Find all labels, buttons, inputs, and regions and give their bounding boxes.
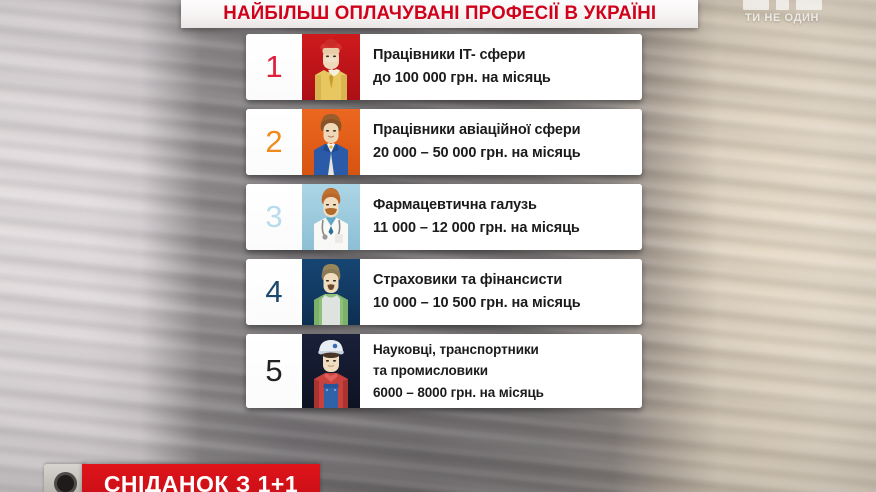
channel-logo-blocks-icon	[720, 0, 844, 10]
job-salary: 20 000 – 50 000 грн. на місяць	[373, 145, 581, 161]
job-info: Працівники авіаційної сфери 20 000 – 50 …	[360, 109, 642, 175]
job-salary: до 100 000 грн. на місяць	[373, 70, 551, 86]
program-badge-icon	[44, 464, 86, 492]
job-info: Працівники IT- сфери до 100 000 грн. на …	[360, 34, 642, 100]
job-salary: 10 000 – 10 500 грн. на місяць	[373, 295, 581, 311]
avatar-insurer-financier	[302, 259, 360, 325]
job-title: Фармацевтична галузь	[373, 197, 537, 214]
rank-number: 5	[246, 334, 302, 408]
ranking-card: 1	[246, 34, 642, 100]
channel-logo: ТИ НЕ ОДИН	[720, 0, 844, 28]
ranking-card: 2	[246, 109, 642, 175]
job-title: Страховики та фінансисти	[373, 272, 563, 289]
rank-number: 1	[246, 34, 302, 100]
title-text: НАЙБІЛЬШ ОПЛАЧУВАНІ ПРОФЕСІЇ В УКРАЇНІ	[222, 3, 657, 24]
avatar-aviation-worker	[302, 109, 360, 175]
job-salary: 6000 – 8000 грн. на місяць	[373, 384, 544, 400]
job-title: Науковці, транспортники	[373, 342, 539, 358]
job-title-continued: та промисловики	[373, 363, 488, 379]
rank-number: 3	[246, 184, 302, 250]
lower-third-text: СНІДАНОК З 1+1	[103, 470, 299, 492]
avatar-scientist-worker	[302, 334, 360, 408]
rank-number: 4	[246, 259, 302, 325]
job-title: Працівники IT- сфери	[373, 47, 526, 64]
ranking-card: 5	[246, 334, 642, 408]
avatar-pharmacist-doctor	[302, 184, 360, 250]
ranking-card: 4	[246, 259, 642, 325]
job-salary: 11 000 – 12 000 грн. на місяць	[373, 220, 580, 236]
ranking-list: 1	[246, 34, 642, 408]
ranking-card: 3	[246, 184, 642, 250]
job-title: Працівники авіаційної сфери	[373, 122, 581, 139]
title-banner: НАЙБІЛЬШ ОПЛАЧУВАНІ ПРОФЕСІЇ В УКРАЇНІ	[181, 0, 698, 28]
lower-third-banner: СНІДАНОК З 1+1	[82, 464, 320, 492]
rank-number: 2	[246, 109, 302, 175]
avatar-it-worker	[302, 34, 360, 100]
job-info: Науковці, транспортники та промисловики …	[360, 334, 642, 408]
channel-logo-tagline: ТИ НЕ ОДИН	[744, 12, 820, 24]
job-info: Страховики та фінансисти 10 000 – 10 500…	[360, 259, 642, 325]
job-info: Фармацевтична галузь 11 000 – 12 000 грн…	[360, 184, 642, 250]
badge-ring-icon	[53, 471, 77, 492]
